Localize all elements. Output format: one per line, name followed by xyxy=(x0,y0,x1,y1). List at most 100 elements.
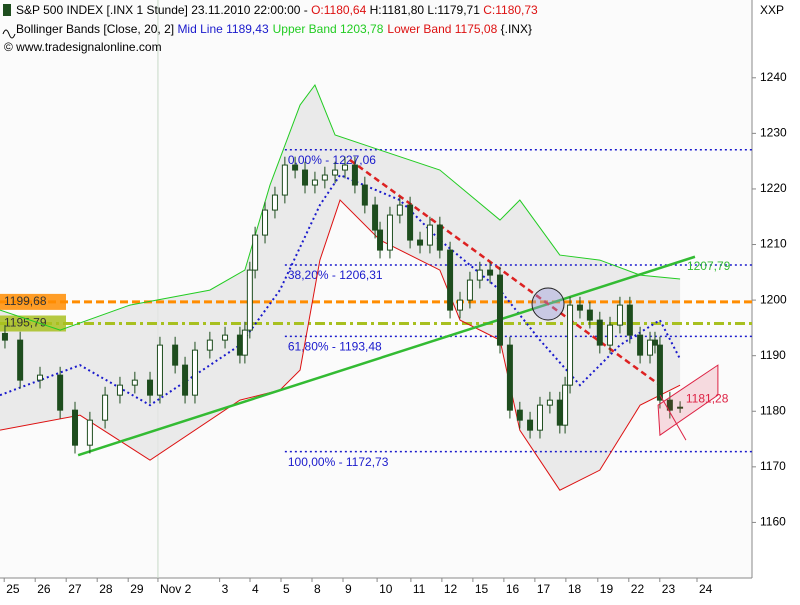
x-tick-label: 15 xyxy=(475,582,489,596)
indicator-icon xyxy=(2,29,16,39)
candles-layer xyxy=(1,156,684,454)
y-tick-label: 1230 xyxy=(760,126,787,140)
candle-body xyxy=(576,304,583,311)
candle-body xyxy=(527,419,534,431)
y-tick-label: 1240 xyxy=(760,70,787,84)
candle-body xyxy=(562,384,569,426)
header-title: S&P 500 INDEX [.INX 1 Stunde] 23.11.2010… xyxy=(16,3,311,17)
candle-body xyxy=(116,384,123,396)
candle-body xyxy=(72,409,79,446)
candle-body xyxy=(516,409,523,421)
candle-body xyxy=(666,399,673,411)
candle-body xyxy=(342,164,349,171)
candle-body xyxy=(292,164,299,171)
candle-body xyxy=(311,179,318,186)
candle-body xyxy=(57,374,64,411)
level-label-box xyxy=(0,293,66,310)
level-label: 1199,68 xyxy=(4,294,47,308)
x-tick-label: 11 xyxy=(413,582,426,596)
candle-body xyxy=(332,169,339,176)
candle-body xyxy=(361,184,368,206)
channel-cross xyxy=(659,394,687,441)
legend-symbol: {.INX} xyxy=(497,22,532,36)
y-tick-label: 1220 xyxy=(760,181,787,195)
candle-body xyxy=(386,214,393,251)
x-tick-label: 27 xyxy=(68,582,82,596)
level-label: 61,80% - 1193,48 xyxy=(288,340,382,354)
indicator-name: Bollinger Bands [Close, 20, 2] xyxy=(16,22,177,36)
x-tick-label: 8 xyxy=(314,582,321,596)
level-label: 0,00% - 1227,06 xyxy=(288,153,376,167)
x-tick-label: 9 xyxy=(345,582,352,596)
candle-body xyxy=(1,332,8,341)
legend: Bollinger Bands [Close, 20, 2] Mid Line … xyxy=(16,22,532,36)
indicator-line xyxy=(0,83,681,331)
candle-body xyxy=(131,379,138,386)
candle-body xyxy=(206,339,213,351)
candle-body xyxy=(182,364,189,396)
x-tick-label: 22 xyxy=(631,582,645,596)
candle-body xyxy=(506,344,513,411)
candle-body xyxy=(262,209,269,236)
x-tick-label: 26 xyxy=(37,582,51,596)
candle-body xyxy=(586,309,593,321)
marker-circle xyxy=(531,287,565,321)
candle-body xyxy=(191,349,198,396)
candle-body xyxy=(417,239,424,246)
candle-body xyxy=(637,334,644,356)
symbol-icon xyxy=(3,4,11,16)
candle-body xyxy=(86,419,93,446)
header-line: S&P 500 INDEX [.INX 1 Stunde] 23.11.2010… xyxy=(16,3,538,17)
x-tick-label: 10 xyxy=(379,582,393,596)
x-tick-label: 23 xyxy=(662,582,676,596)
x-tick-label: 12 xyxy=(444,582,458,596)
trendline-label: 1207,79 xyxy=(687,259,731,273)
candle-body xyxy=(556,399,563,426)
x-tick-label: 28 xyxy=(99,582,113,596)
level-label: 38,20% - 1206,31 xyxy=(288,268,383,282)
header-close: C:1180,73 xyxy=(483,3,538,17)
candle-body xyxy=(252,234,259,271)
legend-entry: Mid Line 1189,43 xyxy=(177,22,269,36)
y-tick-label: 1160 xyxy=(760,515,786,529)
legend-entry: Upper Band 1203,78 xyxy=(273,22,384,36)
channel-label: 1181,28 xyxy=(686,391,729,405)
candle-body xyxy=(466,279,473,301)
x-tick-label: 17 xyxy=(537,582,551,596)
candle-body xyxy=(236,334,243,356)
y-tick-label: 1180 xyxy=(760,403,786,417)
x-tick-label: 29 xyxy=(130,582,144,596)
x-tick-label: 25 xyxy=(6,582,20,596)
band-layer xyxy=(0,85,681,491)
x-tick-label: 5 xyxy=(283,582,290,596)
x-tick-label: 19 xyxy=(600,582,614,596)
trendline xyxy=(77,255,696,457)
legend-entry: Lower Band 1175,08 xyxy=(387,22,497,36)
y-tick-label: 1190 xyxy=(760,348,786,362)
candle-body xyxy=(241,329,248,356)
lines-layer xyxy=(0,83,696,491)
candle-body xyxy=(457,299,464,311)
candle-body xyxy=(372,204,379,231)
candle-body xyxy=(426,224,433,246)
candle-body xyxy=(36,374,43,381)
candle-body xyxy=(567,304,574,386)
y-tick-label: 1170 xyxy=(760,459,786,473)
candle-body xyxy=(281,164,288,196)
x-tick-label: 4 xyxy=(252,582,259,596)
level-label: 100,00% - 1172,73 xyxy=(288,455,389,469)
trendline xyxy=(349,159,661,387)
candle-body xyxy=(147,379,154,396)
candle-body xyxy=(546,399,553,406)
candle-body xyxy=(377,229,384,251)
candle-body xyxy=(396,204,403,216)
candle-body xyxy=(677,406,684,409)
candle-body xyxy=(656,344,663,401)
x-tick-label: 3 xyxy=(222,582,229,596)
candle-body xyxy=(246,269,253,331)
x-tick-label: Nov 2 xyxy=(160,582,192,596)
candle-body xyxy=(596,319,603,346)
candle-body xyxy=(536,404,543,431)
candle-body xyxy=(302,169,309,186)
candle-body xyxy=(616,304,623,326)
